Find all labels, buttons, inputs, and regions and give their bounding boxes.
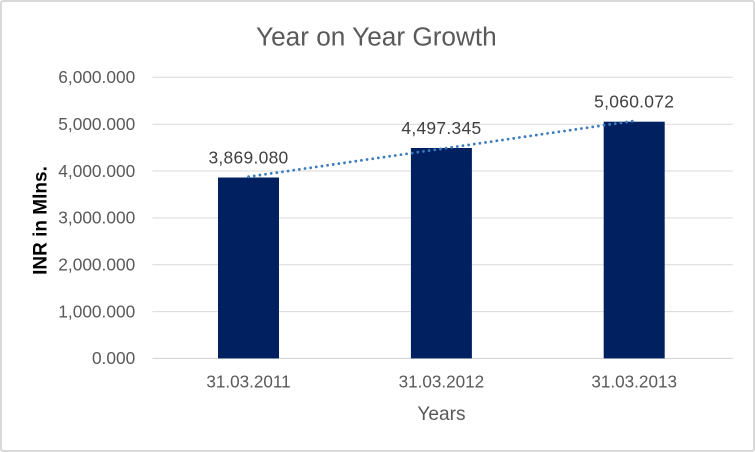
svg-text:5,000.000: 5,000.000 <box>58 114 135 134</box>
svg-text:5,060.072: 5,060.072 <box>594 92 674 112</box>
svg-text:31.03.2013: 31.03.2013 <box>591 373 677 392</box>
svg-text:2,000.000: 2,000.000 <box>58 255 135 275</box>
svg-text:31.03.2012: 31.03.2012 <box>399 373 485 392</box>
svg-text:Years: Years <box>417 404 465 425</box>
svg-text:3,869.080: 3,869.080 <box>208 148 288 168</box>
svg-text:Year on Year Growth: Year on Year Growth <box>256 22 497 52</box>
svg-text:4,497.345: 4,497.345 <box>401 118 481 138</box>
svg-text:1,000.000: 1,000.000 <box>58 301 135 321</box>
svg-text:4,000.000: 4,000.000 <box>58 161 135 181</box>
svg-text:3,000.000: 3,000.000 <box>58 208 135 228</box>
svg-text:INR in Mlns.: INR in Mlns. <box>30 166 51 275</box>
svg-text:6,000.000: 6,000.000 <box>58 67 135 87</box>
svg-text:0.000: 0.000 <box>92 348 135 368</box>
svg-text:31.03.2011: 31.03.2011 <box>206 373 290 392</box>
